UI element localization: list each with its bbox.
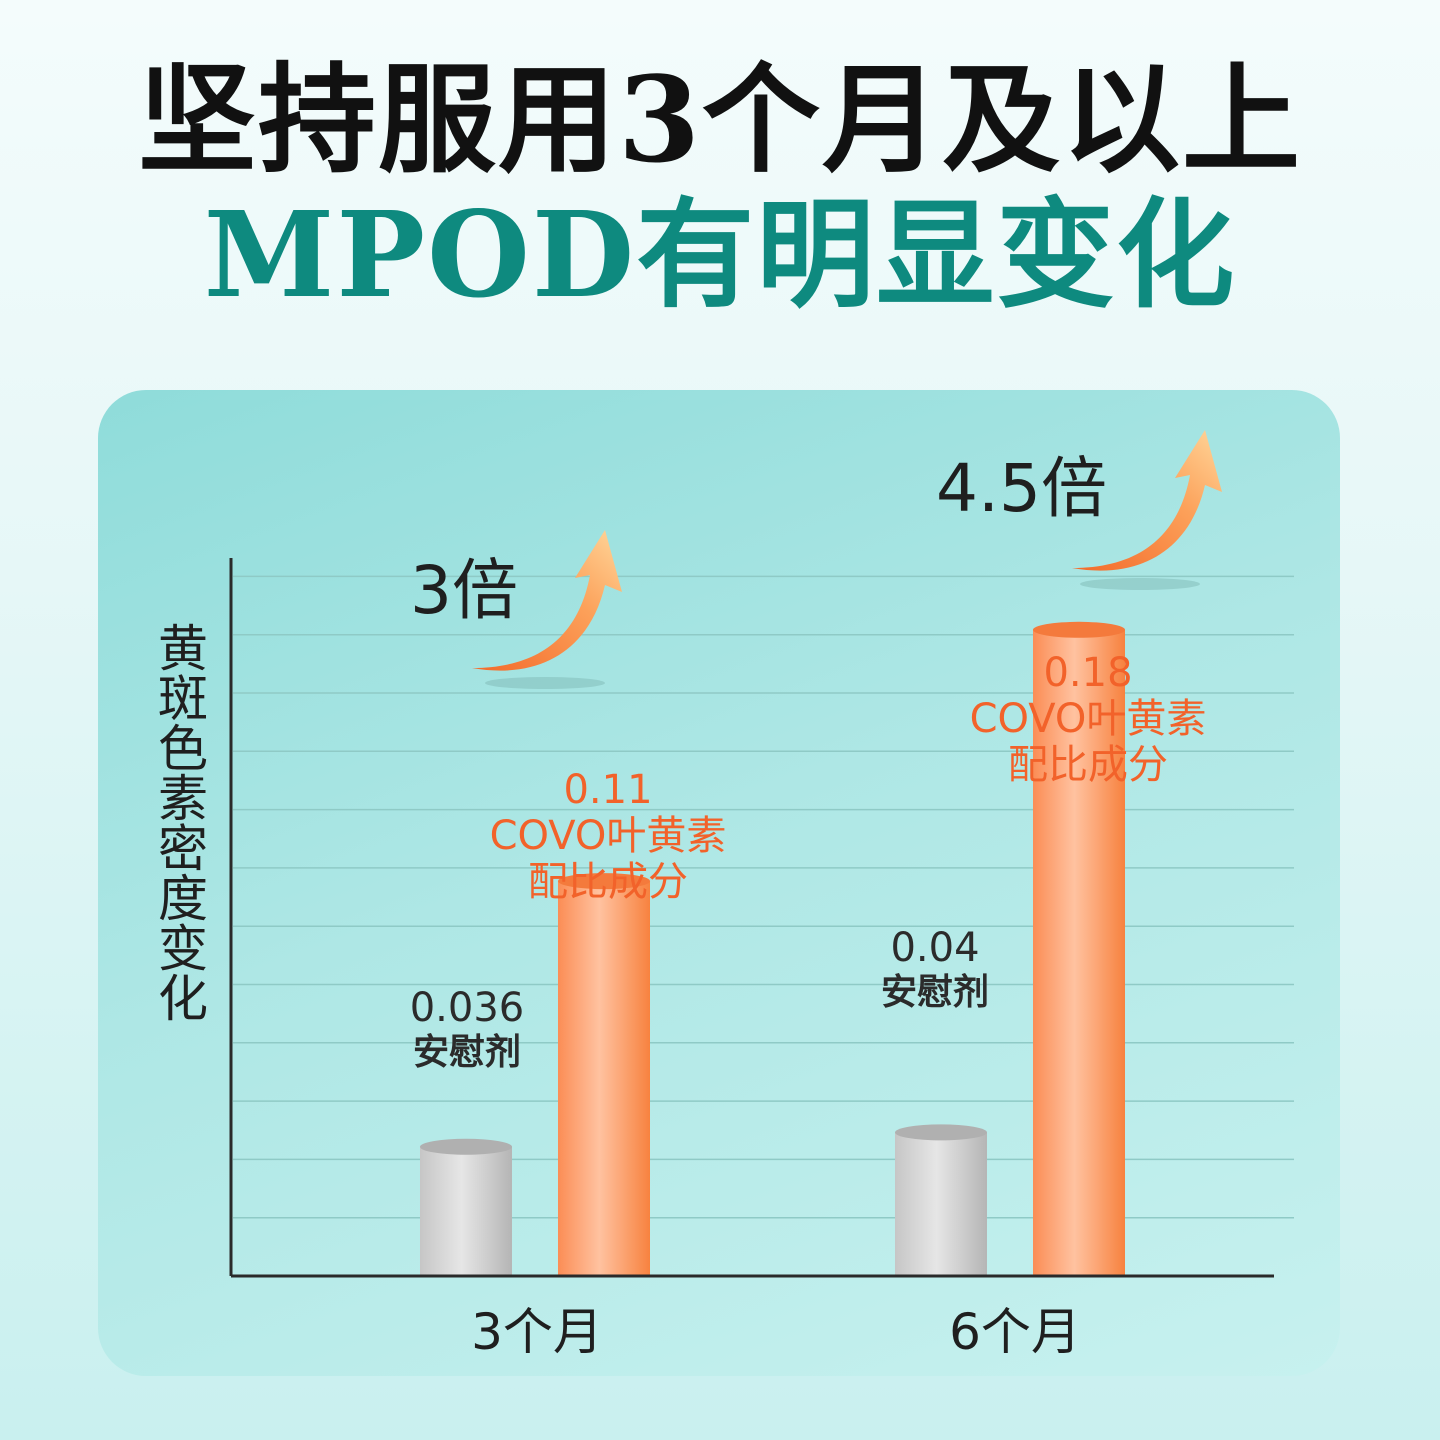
data-label-placebo-3-months: 0.036 安慰剂 <box>367 985 567 1075</box>
bar-cap <box>895 1124 987 1141</box>
bar-covo-0 <box>558 873 650 1276</box>
chart-panel <box>98 390 1340 1376</box>
bar-cap <box>558 873 650 890</box>
y-axis-label: 黄斑色素密度变化 <box>150 622 208 1022</box>
series-label: 安慰剂 <box>880 972 989 1013</box>
x-tick-label-6-months: 6个月 <box>949 1303 1081 1361</box>
bar-placebo-0 <box>420 1138 512 1276</box>
data-label-covo-6-months: 0.18 COVO叶黄素 配比成分 <box>938 650 1238 788</box>
headline-line-2: MPOD有明显变化 <box>203 185 1237 324</box>
value-label: 0.04 <box>890 925 980 971</box>
x-tick-label-3-months: 3个月 <box>471 1303 603 1361</box>
multiplier-3-months: 3倍 <box>410 552 518 629</box>
multiplier-6-months: 4.5倍 <box>936 450 1107 527</box>
bar-body <box>420 1146 512 1276</box>
series-label: 安慰剂 <box>412 1032 521 1073</box>
growth-arrow-6-months <box>1072 430 1222 590</box>
value-label: 0.18 <box>1043 650 1133 696</box>
bars <box>420 621 1125 1276</box>
value-label: 0.11 <box>563 767 653 813</box>
bar-cap <box>1033 621 1125 638</box>
bar-cap <box>420 1138 512 1155</box>
bar-body <box>895 1132 987 1276</box>
growth-arrow-3-months <box>472 530 622 689</box>
bar-placebo-1 <box>895 1124 987 1276</box>
headline-line-1: 坚持服用3个月及以上 <box>137 50 1303 189</box>
series-label-line-2: 配比成分 <box>1008 742 1168 788</box>
bar-covo-1 <box>1033 621 1125 1276</box>
bar-body <box>558 881 650 1276</box>
series-label-line-1: COVO叶黄素 <box>969 696 1207 742</box>
series-label-line-2: 配比成分 <box>528 859 688 905</box>
value-label: 0.036 <box>409 985 525 1031</box>
series-label-line-1: COVO叶黄素 <box>489 813 727 859</box>
data-label-covo-3-months: 0.11 COVO叶黄素 配比成分 <box>458 767 758 905</box>
bar-body <box>1033 629 1125 1276</box>
data-label-placebo-6-months: 0.04 安慰剂 <box>835 925 1035 1015</box>
